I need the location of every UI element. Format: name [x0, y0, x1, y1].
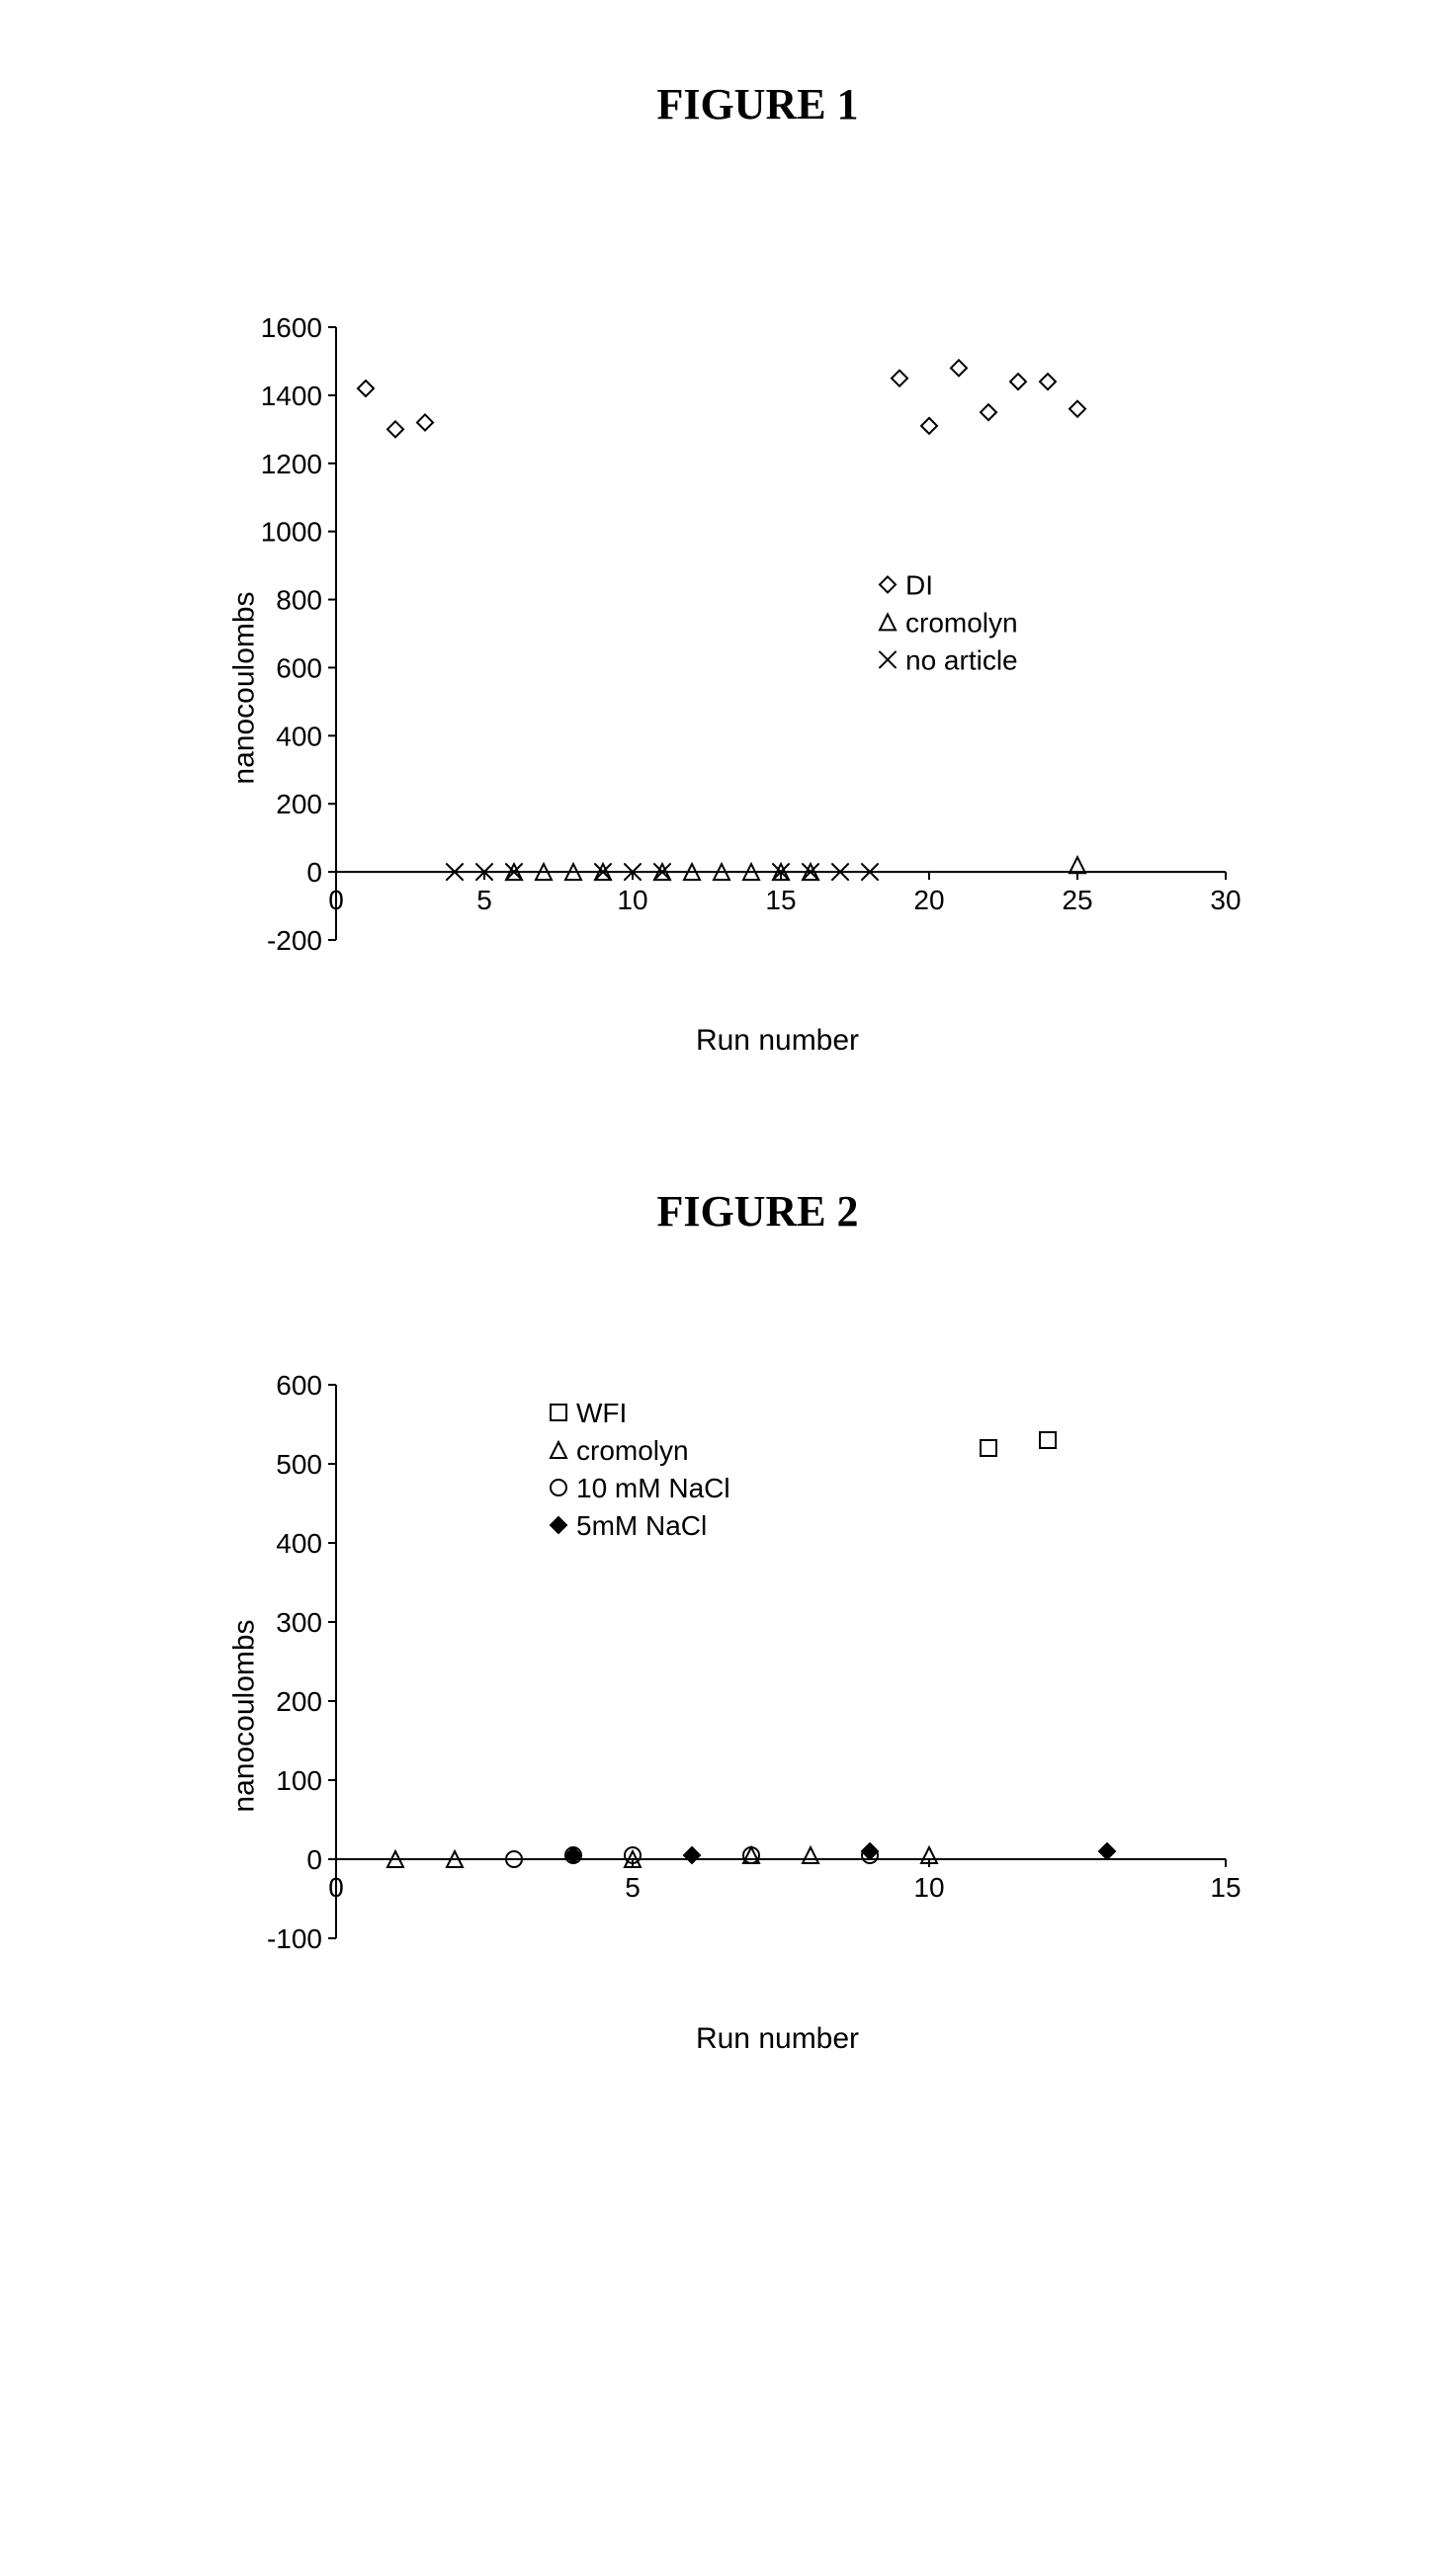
svg-text:800: 800 [276, 585, 322, 616]
page: FIGURE 1 nanocoulombs -20002004006008001… [0, 0, 1456, 2560]
figure-2-svg: -1000100200300400500600051015WFIcromolyn… [217, 1375, 1245, 1998]
svg-text:0: 0 [328, 885, 344, 915]
svg-text:15: 15 [1210, 1872, 1241, 1903]
figure-2-title: FIGURE 2 [178, 1186, 1337, 1237]
svg-text:25: 25 [1062, 885, 1092, 915]
spacer [178, 1276, 1337, 1375]
figure-2-ylabel: nanocoulombs [228, 1619, 262, 1812]
figure-1-svg: -200020040060080010001200140016000510152… [217, 317, 1245, 999]
svg-text:WFI: WFI [576, 1398, 627, 1428]
svg-text:200: 200 [276, 1686, 322, 1717]
svg-text:1400: 1400 [261, 381, 322, 411]
svg-text:200: 200 [276, 789, 322, 819]
svg-text:300: 300 [276, 1607, 322, 1638]
figure-1-title: FIGURE 1 [178, 79, 1337, 129]
svg-text:0: 0 [306, 1844, 322, 1875]
svg-text:-100: -100 [267, 1923, 322, 1954]
figure-2-xlabel: Run number [217, 2022, 1337, 2056]
spacer [178, 169, 1337, 317]
svg-text:5: 5 [625, 1872, 641, 1903]
svg-text:cromolyn: cromolyn [576, 1435, 689, 1466]
figure-1-chart: nanocoulombs -20002004006008001000120014… [217, 317, 1337, 1058]
svg-text:5: 5 [476, 885, 492, 915]
svg-text:30: 30 [1210, 885, 1241, 915]
svg-text:15: 15 [765, 885, 796, 915]
svg-text:0: 0 [306, 857, 322, 888]
svg-text:600: 600 [276, 652, 322, 683]
svg-text:1000: 1000 [261, 517, 322, 548]
svg-text:500: 500 [276, 1449, 322, 1480]
svg-text:600: 600 [276, 1375, 322, 1401]
svg-text:20: 20 [913, 885, 944, 915]
svg-text:no article: no article [905, 644, 1018, 675]
svg-text:1600: 1600 [261, 317, 322, 343]
spacer [178, 1058, 1337, 1156]
svg-text:100: 100 [276, 1765, 322, 1796]
svg-text:0: 0 [328, 1872, 344, 1903]
svg-text:400: 400 [276, 1528, 322, 1559]
svg-text:DI: DI [905, 569, 933, 600]
figure-1-xlabel: Run number [217, 1024, 1337, 1058]
svg-text:5mM NaCl: 5mM NaCl [576, 1510, 707, 1541]
svg-text:10 mM NaCl: 10 mM NaCl [576, 1473, 730, 1503]
svg-text:10: 10 [913, 1872, 944, 1903]
figure-2-chart: nanocoulombs -10001002003004005006000510… [217, 1375, 1337, 2056]
svg-text:cromolyn: cromolyn [905, 607, 1018, 638]
svg-text:10: 10 [617, 885, 647, 915]
figure-1-ylabel: nanocoulombs [228, 591, 262, 784]
svg-text:1200: 1200 [261, 449, 322, 479]
svg-text:-200: -200 [267, 925, 322, 956]
svg-text:400: 400 [276, 721, 322, 751]
